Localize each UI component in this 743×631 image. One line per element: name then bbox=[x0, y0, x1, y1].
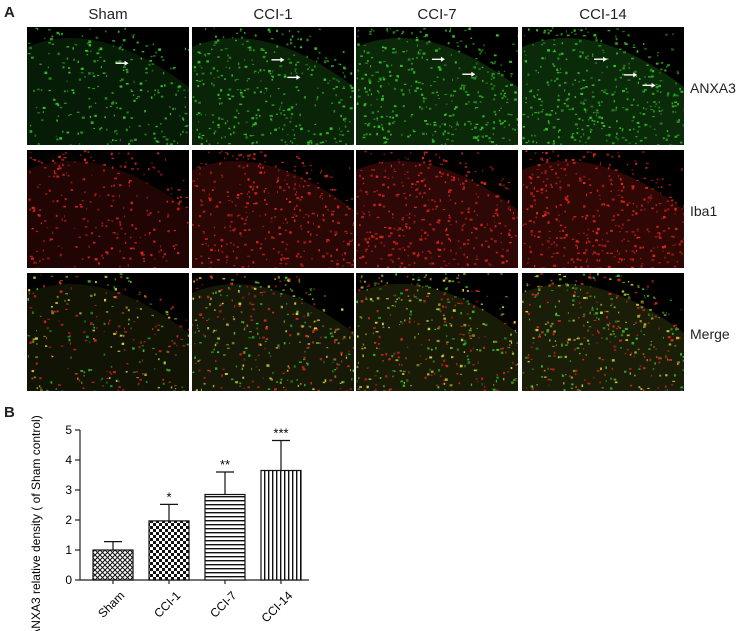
micrograph-texture bbox=[192, 27, 354, 145]
white-arrow-icon bbox=[431, 56, 445, 62]
y-tick-label: 4 bbox=[65, 453, 72, 467]
scale-bar bbox=[671, 396, 681, 399]
row-label-iba1: Iba1 bbox=[690, 203, 718, 219]
panel-b-letter: B bbox=[4, 404, 15, 421]
micrograph-iba1-cci1 bbox=[192, 150, 354, 268]
row-label-anxa3: ANXA3 bbox=[690, 80, 736, 96]
column-header-cci7: CCI-7 bbox=[417, 6, 457, 23]
bar-sham bbox=[92, 549, 134, 581]
white-arrow-icon bbox=[271, 57, 285, 63]
micrograph-anxa3-sham bbox=[27, 27, 189, 145]
y-tick-label: 5 bbox=[65, 423, 72, 437]
y-tick-label: 3 bbox=[65, 483, 72, 497]
micrograph-anxa3-cci14 bbox=[522, 27, 684, 145]
column-header-cci1: CCI-1 bbox=[253, 6, 293, 23]
micrograph-merge-cci14 bbox=[522, 273, 684, 391]
micrograph-texture bbox=[27, 273, 189, 391]
panel-a-letter: A bbox=[4, 4, 15, 21]
white-arrow-icon bbox=[462, 71, 476, 77]
column-header-cci14: CCI-14 bbox=[579, 6, 627, 23]
y-axis-label: ANXA3 relative density ( of Sham control… bbox=[29, 415, 43, 631]
micrograph-iba1-cci7 bbox=[356, 150, 518, 268]
row-label-merge: Merge bbox=[690, 326, 730, 342]
micrograph-merge-sham bbox=[27, 273, 189, 391]
micrograph-texture bbox=[27, 150, 189, 268]
y-tick-label: 0 bbox=[65, 573, 72, 587]
micrograph-texture bbox=[522, 273, 684, 391]
micrograph-texture bbox=[27, 27, 189, 145]
significance-marker: * bbox=[166, 489, 171, 504]
significance-marker: ** bbox=[220, 457, 230, 472]
white-arrow-icon bbox=[624, 72, 638, 78]
micrograph-texture bbox=[356, 27, 518, 145]
micrograph-iba1-sham bbox=[27, 150, 189, 268]
bar-cci14 bbox=[260, 469, 302, 581]
white-arrow-icon bbox=[594, 56, 608, 62]
y-tick-label: 2 bbox=[65, 513, 72, 527]
white-arrow-icon bbox=[642, 82, 656, 88]
micrograph-anxa3-cci1 bbox=[192, 27, 354, 145]
micrograph-merge-cci1 bbox=[192, 273, 354, 391]
micrograph-texture bbox=[356, 273, 518, 391]
micrograph-iba1-cci14 bbox=[522, 150, 684, 268]
micrograph-texture bbox=[522, 150, 684, 268]
white-arrow-icon bbox=[115, 60, 129, 66]
x-tick-label: Sham bbox=[95, 588, 127, 620]
micrograph-texture bbox=[192, 273, 354, 391]
y-tick-label: 1 bbox=[65, 543, 72, 557]
micrograph-texture bbox=[192, 150, 354, 268]
column-header-sham: Sham bbox=[88, 6, 128, 23]
density-bar-chart: ANXA3 relative density ( of Sham control… bbox=[29, 415, 309, 631]
bar-cci7 bbox=[204, 493, 246, 581]
white-arrow-icon bbox=[287, 74, 301, 80]
x-tick-label: CCI-14 bbox=[259, 588, 296, 625]
x-tick-label: CCI-7 bbox=[207, 588, 239, 620]
x-tick-label: CCI-1 bbox=[151, 588, 183, 620]
micrograph-anxa3-cci7 bbox=[356, 27, 518, 145]
micrograph-texture bbox=[356, 150, 518, 268]
significance-marker: *** bbox=[273, 426, 288, 441]
bar-cci1 bbox=[148, 520, 190, 581]
micrograph-merge-cci7 bbox=[356, 273, 518, 391]
micrograph-texture bbox=[522, 27, 684, 145]
